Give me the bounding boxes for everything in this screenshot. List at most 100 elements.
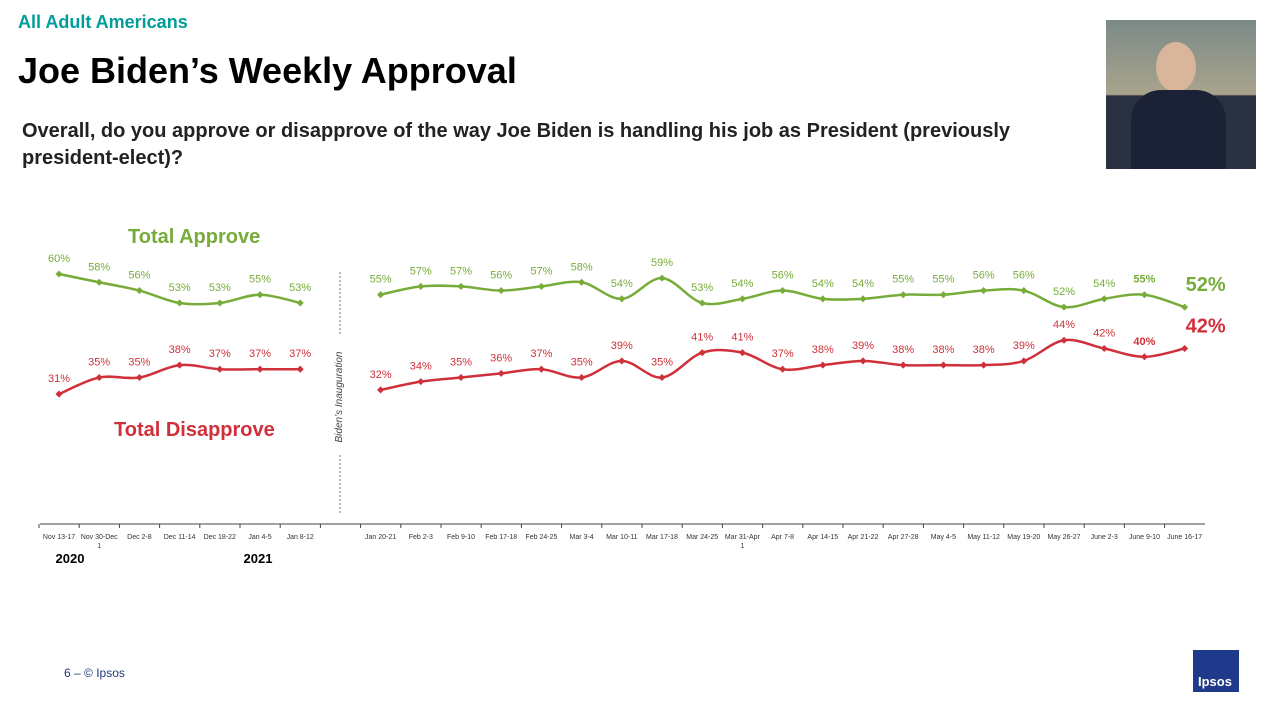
footer-text: 6 – © Ipsos	[64, 666, 125, 680]
year-label: 2020	[56, 551, 85, 566]
data-label: 37%	[772, 348, 794, 360]
data-label: 58%	[88, 261, 110, 273]
data-point	[537, 365, 545, 373]
x-tick-label: Apr 7-8	[771, 534, 794, 541]
page-title: Joe Biden’s Weekly Approval	[18, 50, 517, 91]
data-label: 55%	[932, 274, 954, 286]
data-point	[95, 278, 103, 286]
data-label: 55%	[249, 274, 271, 286]
data-point	[618, 295, 626, 303]
data-point	[216, 299, 224, 307]
data-label: 38%	[892, 344, 914, 356]
x-tick-label: June 16-17	[1167, 534, 1202, 541]
data-label: 53%	[169, 282, 191, 294]
data-point	[537, 282, 545, 290]
data-point	[1100, 344, 1108, 353]
x-tick-label: Feb 9-10	[447, 534, 475, 541]
data-label: 59%	[651, 257, 673, 269]
x-tick-label: Mar 10-11	[606, 534, 637, 541]
data-point	[658, 274, 666, 282]
x-tick-label: 1	[740, 543, 744, 550]
data-label: 56%	[1013, 270, 1035, 282]
x-tick-label: Jan 20-21	[365, 534, 396, 541]
data-point	[779, 287, 787, 295]
data-point	[377, 291, 385, 299]
data-label: 37%	[249, 348, 271, 360]
data-label: 42%	[1186, 316, 1226, 338]
data-point	[135, 287, 143, 295]
data-label: 35%	[450, 357, 472, 369]
data-point	[939, 361, 947, 369]
data-point	[859, 357, 867, 365]
data-point	[55, 270, 63, 278]
data-point	[899, 291, 907, 299]
data-point	[738, 349, 746, 357]
data-label: 57%	[410, 265, 432, 277]
data-label: 37%	[209, 348, 231, 360]
data-point	[1020, 287, 1028, 295]
data-label: 41%	[731, 332, 753, 344]
data-label: 54%	[1093, 278, 1115, 290]
data-label: 42%	[1093, 328, 1115, 340]
data-point	[216, 365, 224, 373]
data-label: 53%	[289, 282, 311, 294]
data-point	[457, 373, 465, 382]
data-label: 39%	[611, 340, 633, 352]
x-tick-label: June 2-3	[1091, 534, 1118, 541]
data-label: 31%	[48, 373, 70, 385]
data-point	[1181, 344, 1189, 353]
data-label: 52%	[1053, 286, 1075, 298]
data-point	[296, 365, 304, 373]
data-label: 60%	[48, 253, 70, 265]
data-label: 35%	[88, 357, 110, 369]
legend-disapprove: Total Disapprove	[114, 419, 275, 441]
data-point	[698, 349, 706, 357]
data-point	[176, 361, 184, 369]
data-point	[1060, 336, 1068, 344]
data-point	[55, 390, 63, 398]
legend-approve: Total Approve	[128, 226, 260, 248]
data-point	[578, 278, 586, 286]
data-label: 54%	[611, 278, 633, 290]
data-point	[417, 378, 425, 386]
x-tick-label: Feb 2-3	[409, 534, 433, 541]
data-point	[256, 365, 264, 373]
data-point	[939, 291, 947, 299]
survey-question: Overall, do you approve or disapprove of…	[22, 120, 1011, 169]
data-point	[497, 287, 505, 295]
data-point	[1140, 291, 1148, 299]
data-point	[899, 361, 907, 369]
data-label: 39%	[1013, 340, 1035, 352]
x-tick-label: May 4-5	[931, 534, 956, 541]
data-point	[618, 357, 626, 365]
x-tick-label: Mar 31-Apr	[725, 534, 761, 541]
x-tick-label: Dec 18-22	[204, 534, 236, 541]
data-label: 55%	[370, 274, 392, 286]
data-point	[95, 373, 103, 382]
x-tick-label: Dec 11-14	[164, 534, 196, 541]
x-tick-label: Mar 3-4	[570, 534, 594, 541]
data-label: 35%	[651, 357, 673, 369]
series-line	[58, 363, 301, 396]
data-point	[578, 373, 586, 382]
x-tick-label: Dec 2-8	[127, 534, 152, 541]
data-label: 38%	[169, 344, 191, 356]
x-tick-label: May 26-27	[1047, 534, 1080, 541]
data-label: 54%	[731, 278, 753, 290]
x-tick-label: Nov 30-Dec	[81, 534, 118, 541]
data-label: 53%	[691, 282, 713, 294]
data-point	[779, 365, 787, 373]
x-tick-label: Mar 17-18	[646, 534, 678, 541]
data-label: 32%	[370, 369, 392, 381]
data-label: 41%	[691, 332, 713, 344]
data-label: 38%	[973, 344, 995, 356]
x-tick-label: Feb 17-18	[485, 534, 517, 541]
data-point	[135, 373, 143, 382]
data-label: 57%	[450, 265, 472, 277]
data-label: 52%	[1186, 274, 1226, 296]
data-label: 36%	[490, 352, 512, 364]
data-label: 38%	[932, 344, 954, 356]
data-point	[1020, 357, 1028, 365]
data-point	[256, 291, 264, 299]
x-tick-label: 1	[97, 543, 101, 550]
